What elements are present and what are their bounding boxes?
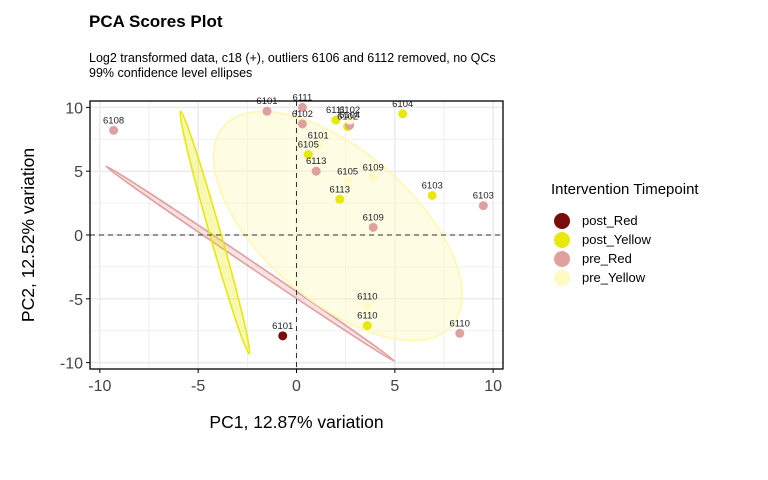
point-pre-red — [311, 166, 321, 176]
y-tick-label: 10 — [65, 100, 83, 117]
data-points — [109, 102, 488, 341]
y-axis-label: PC2, 12.52% variation — [18, 148, 38, 322]
point-pre-red — [262, 106, 272, 116]
reference-lines — [90, 101, 503, 369]
legend-title: Intervention Timepoint — [551, 181, 699, 198]
legend-item-post-red: post_Red — [551, 211, 699, 230]
x-tick-label: -10 — [88, 378, 111, 395]
point-post-yellow — [398, 109, 408, 119]
point-label: 6110 — [357, 291, 377, 302]
point-label: 6109 — [363, 212, 384, 223]
legend-item-post-yellow: post_Yellow — [551, 230, 699, 249]
point-pre-yellow — [343, 176, 353, 186]
legend-label-pre-red: pre_Red — [582, 251, 632, 266]
point-label: 6101 — [272, 321, 293, 332]
point-pre-yellow — [313, 141, 323, 151]
point-label: 6110 — [357, 311, 377, 322]
legend-key-post-yellow — [554, 231, 570, 248]
point-label: 6105 — [298, 140, 319, 151]
legend-key-post-red — [554, 212, 570, 229]
point-post-red — [278, 331, 288, 341]
point-post-yellow — [303, 150, 313, 160]
point-label: 6113 — [306, 156, 326, 167]
legend: Intervention Timepoint post_Red post_Yel… — [551, 181, 699, 287]
point-label: 6105 — [337, 166, 358, 177]
chart-title: PCA Scores Plot — [89, 12, 223, 31]
point-label: 6102 — [339, 105, 360, 116]
point-label: 6111 — [293, 92, 313, 103]
confidence-ellipses — [104, 110, 463, 363]
ellipse-post-red — [104, 165, 396, 363]
point-pre-red — [455, 328, 465, 338]
point-pre-red — [109, 125, 119, 135]
point-pre-red — [297, 102, 307, 112]
ellipse-pre-yellow — [212, 110, 463, 342]
axis-ticks: -10 -5 0 5 10 -10 -5 0 5 10 — [60, 100, 502, 395]
point-label: 6102 — [292, 109, 313, 120]
ellipse-post-yellow — [179, 110, 251, 355]
x-tick-label: 0 — [292, 378, 301, 395]
y-tick-label: 0 — [74, 228, 83, 245]
point-pre-red — [297, 119, 307, 129]
point-post-yellow — [427, 190, 437, 200]
subtitle-line-1: Log2 transformed data, c18 (+), outliers… — [89, 51, 496, 65]
point-pre-yellow — [368, 173, 378, 183]
legend-key-pre-yellow — [554, 269, 570, 286]
y-tick-label: 5 — [74, 164, 83, 181]
point-pre-yellow — [362, 301, 372, 311]
point-label: 6113 — [330, 184, 350, 195]
x-tick-label: -5 — [191, 378, 205, 395]
x-tick-label: 10 — [484, 378, 502, 395]
legend-label-post-yellow: post_Yellow — [582, 232, 651, 247]
point-label: 6103 — [422, 180, 443, 191]
point-pre-red — [368, 222, 378, 232]
point-label: 6111 — [326, 105, 346, 116]
chart-subtitle: Log2 transformed data, c18 (+), outliers… — [89, 51, 496, 81]
legend-item-pre-red: pre_Red — [551, 249, 699, 268]
point-label: 6108 — [103, 115, 124, 126]
point-label: 6104 — [339, 110, 360, 121]
point-label: 6101 — [256, 96, 277, 107]
point-pre-yellow — [345, 115, 355, 125]
point-pre-red — [478, 201, 488, 211]
point-post-yellow — [362, 321, 372, 331]
y-tick-label: -10 — [60, 356, 83, 373]
legend-key-pre-red — [554, 250, 570, 267]
point-label: 6104 — [392, 99, 413, 110]
point-label: 6110 — [450, 318, 470, 329]
x-axis-label: PC1, 12.87% variation — [209, 412, 383, 432]
point-label: 6103 — [473, 191, 494, 202]
point-label: 6109 — [363, 163, 384, 174]
subtitle-line-2: 99% confidence level ellipses — [89, 66, 253, 80]
legend-item-pre-yellow: pre_Yellow — [551, 268, 699, 287]
point-label: 6102 — [337, 112, 358, 123]
point-post-yellow — [331, 115, 341, 125]
legend-label-pre-yellow: pre_Yellow — [582, 270, 646, 285]
point-label: 6101 — [308, 131, 329, 142]
legend-label-post-red: post_Red — [582, 213, 638, 228]
x-tick-label: 5 — [390, 378, 399, 395]
y-tick-label: -5 — [69, 292, 83, 309]
point-post-yellow — [335, 194, 345, 204]
